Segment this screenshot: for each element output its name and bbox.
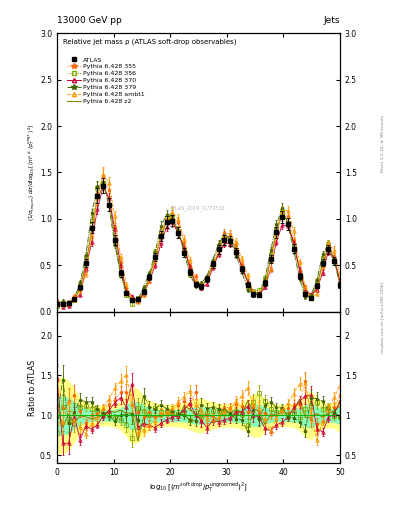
Y-axis label: $(1/\sigma_{\rm resum})\ d\sigma/d\log_{10}[(m^{\rm s.d.}/p_T^{\rm ungr.})^2]$: $(1/\sigma_{\rm resum})\ d\sigma/d\log_{…: [26, 124, 37, 221]
Y-axis label: Ratio to ATLAS: Ratio to ATLAS: [28, 359, 37, 416]
Text: 13000 GeV pp: 13000 GeV pp: [57, 15, 122, 25]
Text: mcplots.cern.ch [arXiv:1306.3436]: mcplots.cern.ch [arXiv:1306.3436]: [381, 282, 385, 353]
Text: Rivet 3.1.10, ≥ 3M events: Rivet 3.1.10, ≥ 3M events: [381, 115, 385, 172]
Text: Relative jet mass ρ (ATLAS soft-drop observables): Relative jet mass ρ (ATLAS soft-drop obs…: [62, 39, 236, 46]
Legend: ATLAS, Pythia 6.428 355, Pythia 6.428 356, Pythia 6.428 370, Pythia 6.428 379, P: ATLAS, Pythia 6.428 355, Pythia 6.428 35…: [66, 56, 146, 105]
X-axis label: $\log_{10}[(m^{\rm soft\ drop}/p_T^{\rm ungroomed})^2]$: $\log_{10}[(m^{\rm soft\ drop}/p_T^{\rm …: [149, 480, 248, 494]
Text: ATLAS_2019_I1772531: ATLAS_2019_I1772531: [171, 206, 226, 211]
Text: Jets: Jets: [323, 15, 340, 25]
